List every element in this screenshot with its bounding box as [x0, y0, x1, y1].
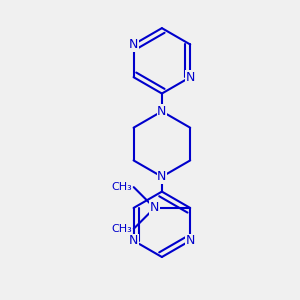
Text: N: N [129, 234, 138, 247]
Text: N: N [150, 202, 159, 214]
Text: N: N [129, 38, 138, 51]
Text: N: N [157, 105, 167, 118]
Text: N: N [157, 170, 167, 183]
Text: N: N [185, 234, 195, 247]
Text: CH₃: CH₃ [112, 182, 132, 192]
Text: CH₃: CH₃ [112, 224, 132, 234]
Text: N: N [185, 71, 195, 84]
